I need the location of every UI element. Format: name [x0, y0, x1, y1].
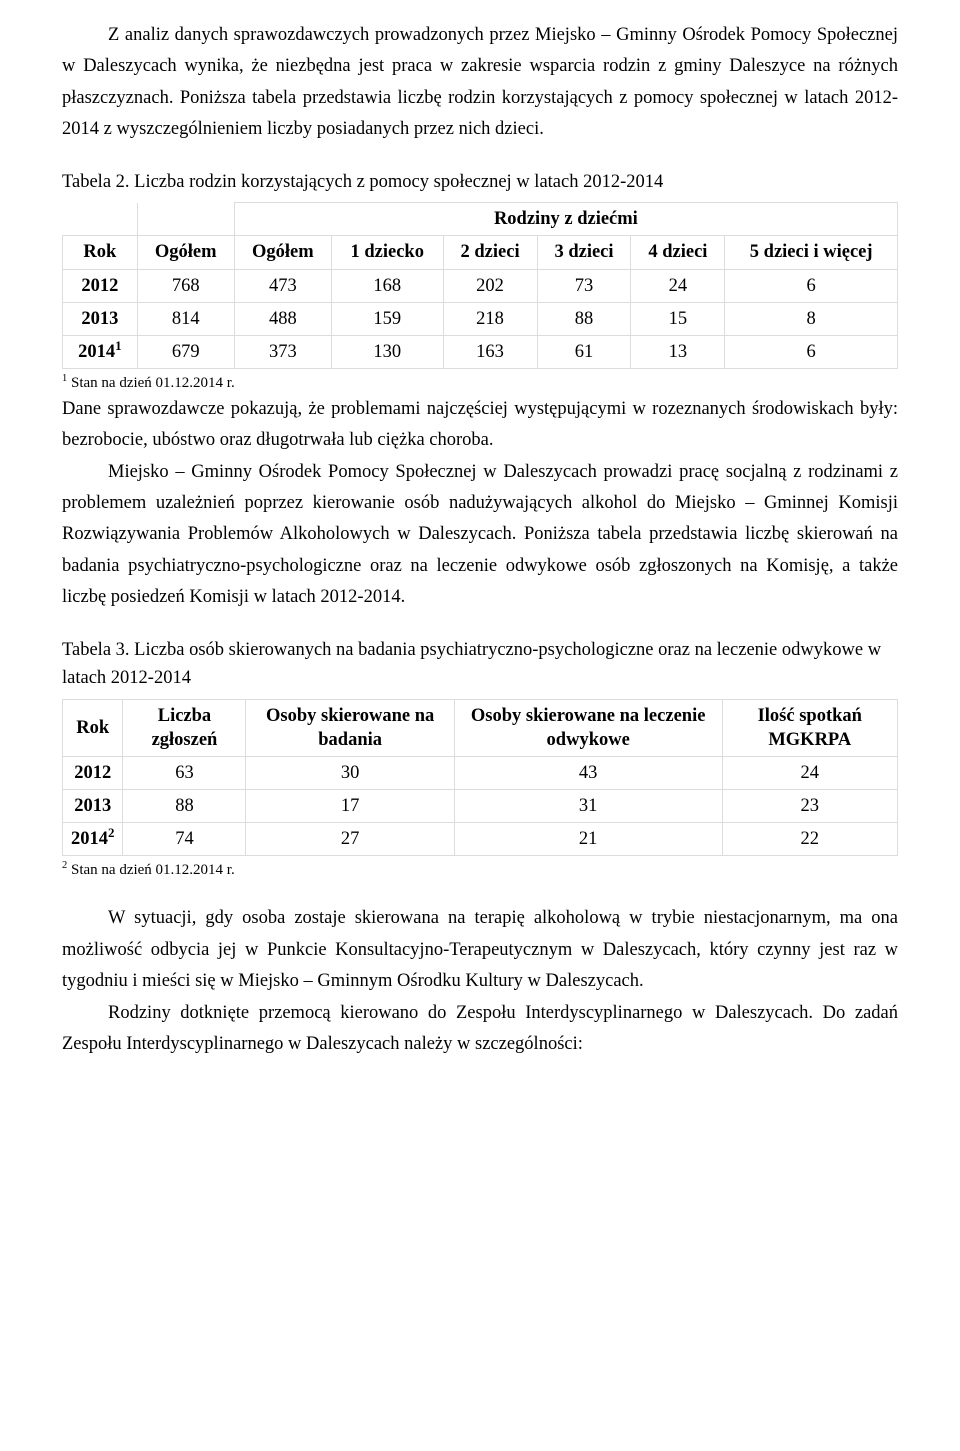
- table3-col-mgk: Ilość spotkań MGKRPA: [722, 700, 897, 757]
- table2-r0-d1: 168: [331, 269, 443, 302]
- table2-r2-ogd: 373: [234, 335, 331, 368]
- table2-r1-ogd: 488: [234, 302, 331, 335]
- table3-r1-zgl: 88: [123, 790, 246, 823]
- table2-r1-d4: 15: [631, 302, 725, 335]
- table2-r1-og: 814: [137, 302, 234, 335]
- table3-col-rok: Rok: [63, 700, 123, 757]
- table2-r1-d2: 218: [443, 302, 537, 335]
- table3-col-odw: Osoby skierowane na leczenie odwykowe: [454, 700, 722, 757]
- table2-col-ogolem: Ogółem: [137, 236, 234, 269]
- spacer: [62, 146, 898, 168]
- table3-r1-mgk: 23: [722, 790, 897, 823]
- table3-col-zgl: Liczba zgłoszeń: [123, 700, 246, 757]
- table-row: 2012 768 473 168 202 73 24 6: [63, 269, 898, 302]
- table2-r2-d4: 13: [631, 335, 725, 368]
- spacer: [62, 614, 898, 636]
- table3-r2-bad: 27: [246, 823, 454, 856]
- paragraph-interdisc: Rodziny dotknięte przemocą kierowano do …: [62, 998, 898, 1061]
- table2-caption: Tabela 2. Liczba rodzin korzystających z…: [62, 168, 898, 197]
- table2-blank-cell: [63, 203, 138, 236]
- table3-r2-odw: 21: [454, 823, 722, 856]
- table2-r2-d5: 6: [725, 335, 898, 368]
- table2-col-rok: Rok: [63, 236, 138, 269]
- table2-col-d1: 1 dziecko: [331, 236, 443, 269]
- table3-caption: Tabela 3. Liczba osób skierowanych na ba…: [62, 636, 898, 693]
- table-row: 2012 63 30 43 24: [63, 757, 898, 790]
- table2-super-header: Rodziny z dziećmi: [234, 203, 897, 236]
- table3-header-row: Rok Liczba zgłoszeń Osoby skierowane na …: [63, 700, 898, 757]
- table2-blank-cell-2: [137, 203, 234, 236]
- table2-r2-og: 679: [137, 335, 234, 368]
- table3-r1-rok: 2013: [63, 790, 123, 823]
- table-row: 2013 88 17 31 23: [63, 790, 898, 823]
- table2-r1-rok: 2013: [63, 302, 138, 335]
- table2-r2-d1: 130: [331, 335, 443, 368]
- table3-r0-rok: 2012: [63, 757, 123, 790]
- table2-r2-d2: 163: [443, 335, 537, 368]
- table-row: 20141 679 373 130 163 61 13 6: [63, 335, 898, 368]
- table3-r2-mgk: 22: [722, 823, 897, 856]
- table-3: Rok Liczba zgłoszeń Osoby skierowane na …: [62, 699, 898, 856]
- table-row: 20142 74 27 21 22: [63, 823, 898, 856]
- spacer: [62, 881, 898, 903]
- table3-r0-bad: 30: [246, 757, 454, 790]
- table3-footnote: 2 Stan na dzień 01.12.2014 r.: [62, 860, 898, 881]
- table-2: Rodziny z dziećmi Rok Ogółem Ogółem 1 dz…: [62, 202, 898, 368]
- table-row: 2013 814 488 159 218 88 15 8: [63, 302, 898, 335]
- paragraph-alcohol: Miejsko – Gminny Ośrodek Pomocy Społeczn…: [62, 457, 898, 614]
- table2-col-d3: 3 dzieci: [537, 236, 631, 269]
- table2-r1-d3: 88: [537, 302, 631, 335]
- table2-r2-rok: 20141: [63, 335, 138, 368]
- table2-r1-d5: 8: [725, 302, 898, 335]
- table2-r0-d2: 202: [443, 269, 537, 302]
- table2-r0-d4: 24: [631, 269, 725, 302]
- table2-footnote: 1 Stan na dzień 01.12.2014 r.: [62, 373, 898, 394]
- table3-r0-odw: 43: [454, 757, 722, 790]
- paragraph-data-summary: Dane sprawozdawcze pokazują, że problema…: [62, 394, 898, 457]
- table2-col-d4: 4 dzieci: [631, 236, 725, 269]
- table2-r0-ogd: 473: [234, 269, 331, 302]
- table2-super-header-row: Rodziny z dziećmi: [63, 203, 898, 236]
- table2-col-d5: 5 dzieci i więcej: [725, 236, 898, 269]
- table3-r1-odw: 31: [454, 790, 722, 823]
- table3-r0-zgl: 63: [123, 757, 246, 790]
- table2-r0-d5: 6: [725, 269, 898, 302]
- paragraph-intro: Z analiz danych sprawozdawczych prowadzo…: [62, 20, 898, 146]
- table2-r0-og: 768: [137, 269, 234, 302]
- table2-r2-d3: 61: [537, 335, 631, 368]
- table2-header-row: Rok Ogółem Ogółem 1 dziecko 2 dzieci 3 d…: [63, 236, 898, 269]
- table3-r0-mgk: 24: [722, 757, 897, 790]
- table2-col-d2: 2 dzieci: [443, 236, 537, 269]
- table3-r2-zgl: 74: [123, 823, 246, 856]
- table3-col-bad: Osoby skierowane na badania: [246, 700, 454, 757]
- document-page: Z analiz danych sprawozdawczych prowadzo…: [0, 0, 960, 1100]
- table3-r2-rok: 20142: [63, 823, 123, 856]
- table2-r0-rok: 2012: [63, 269, 138, 302]
- paragraph-therapy: W sytuacji, gdy osoba zostaje skierowana…: [62, 903, 898, 997]
- table2-col-ogolem-dz: Ogółem: [234, 236, 331, 269]
- table3-r1-bad: 17: [246, 790, 454, 823]
- table2-r1-d1: 159: [331, 302, 443, 335]
- table2-r0-d3: 73: [537, 269, 631, 302]
